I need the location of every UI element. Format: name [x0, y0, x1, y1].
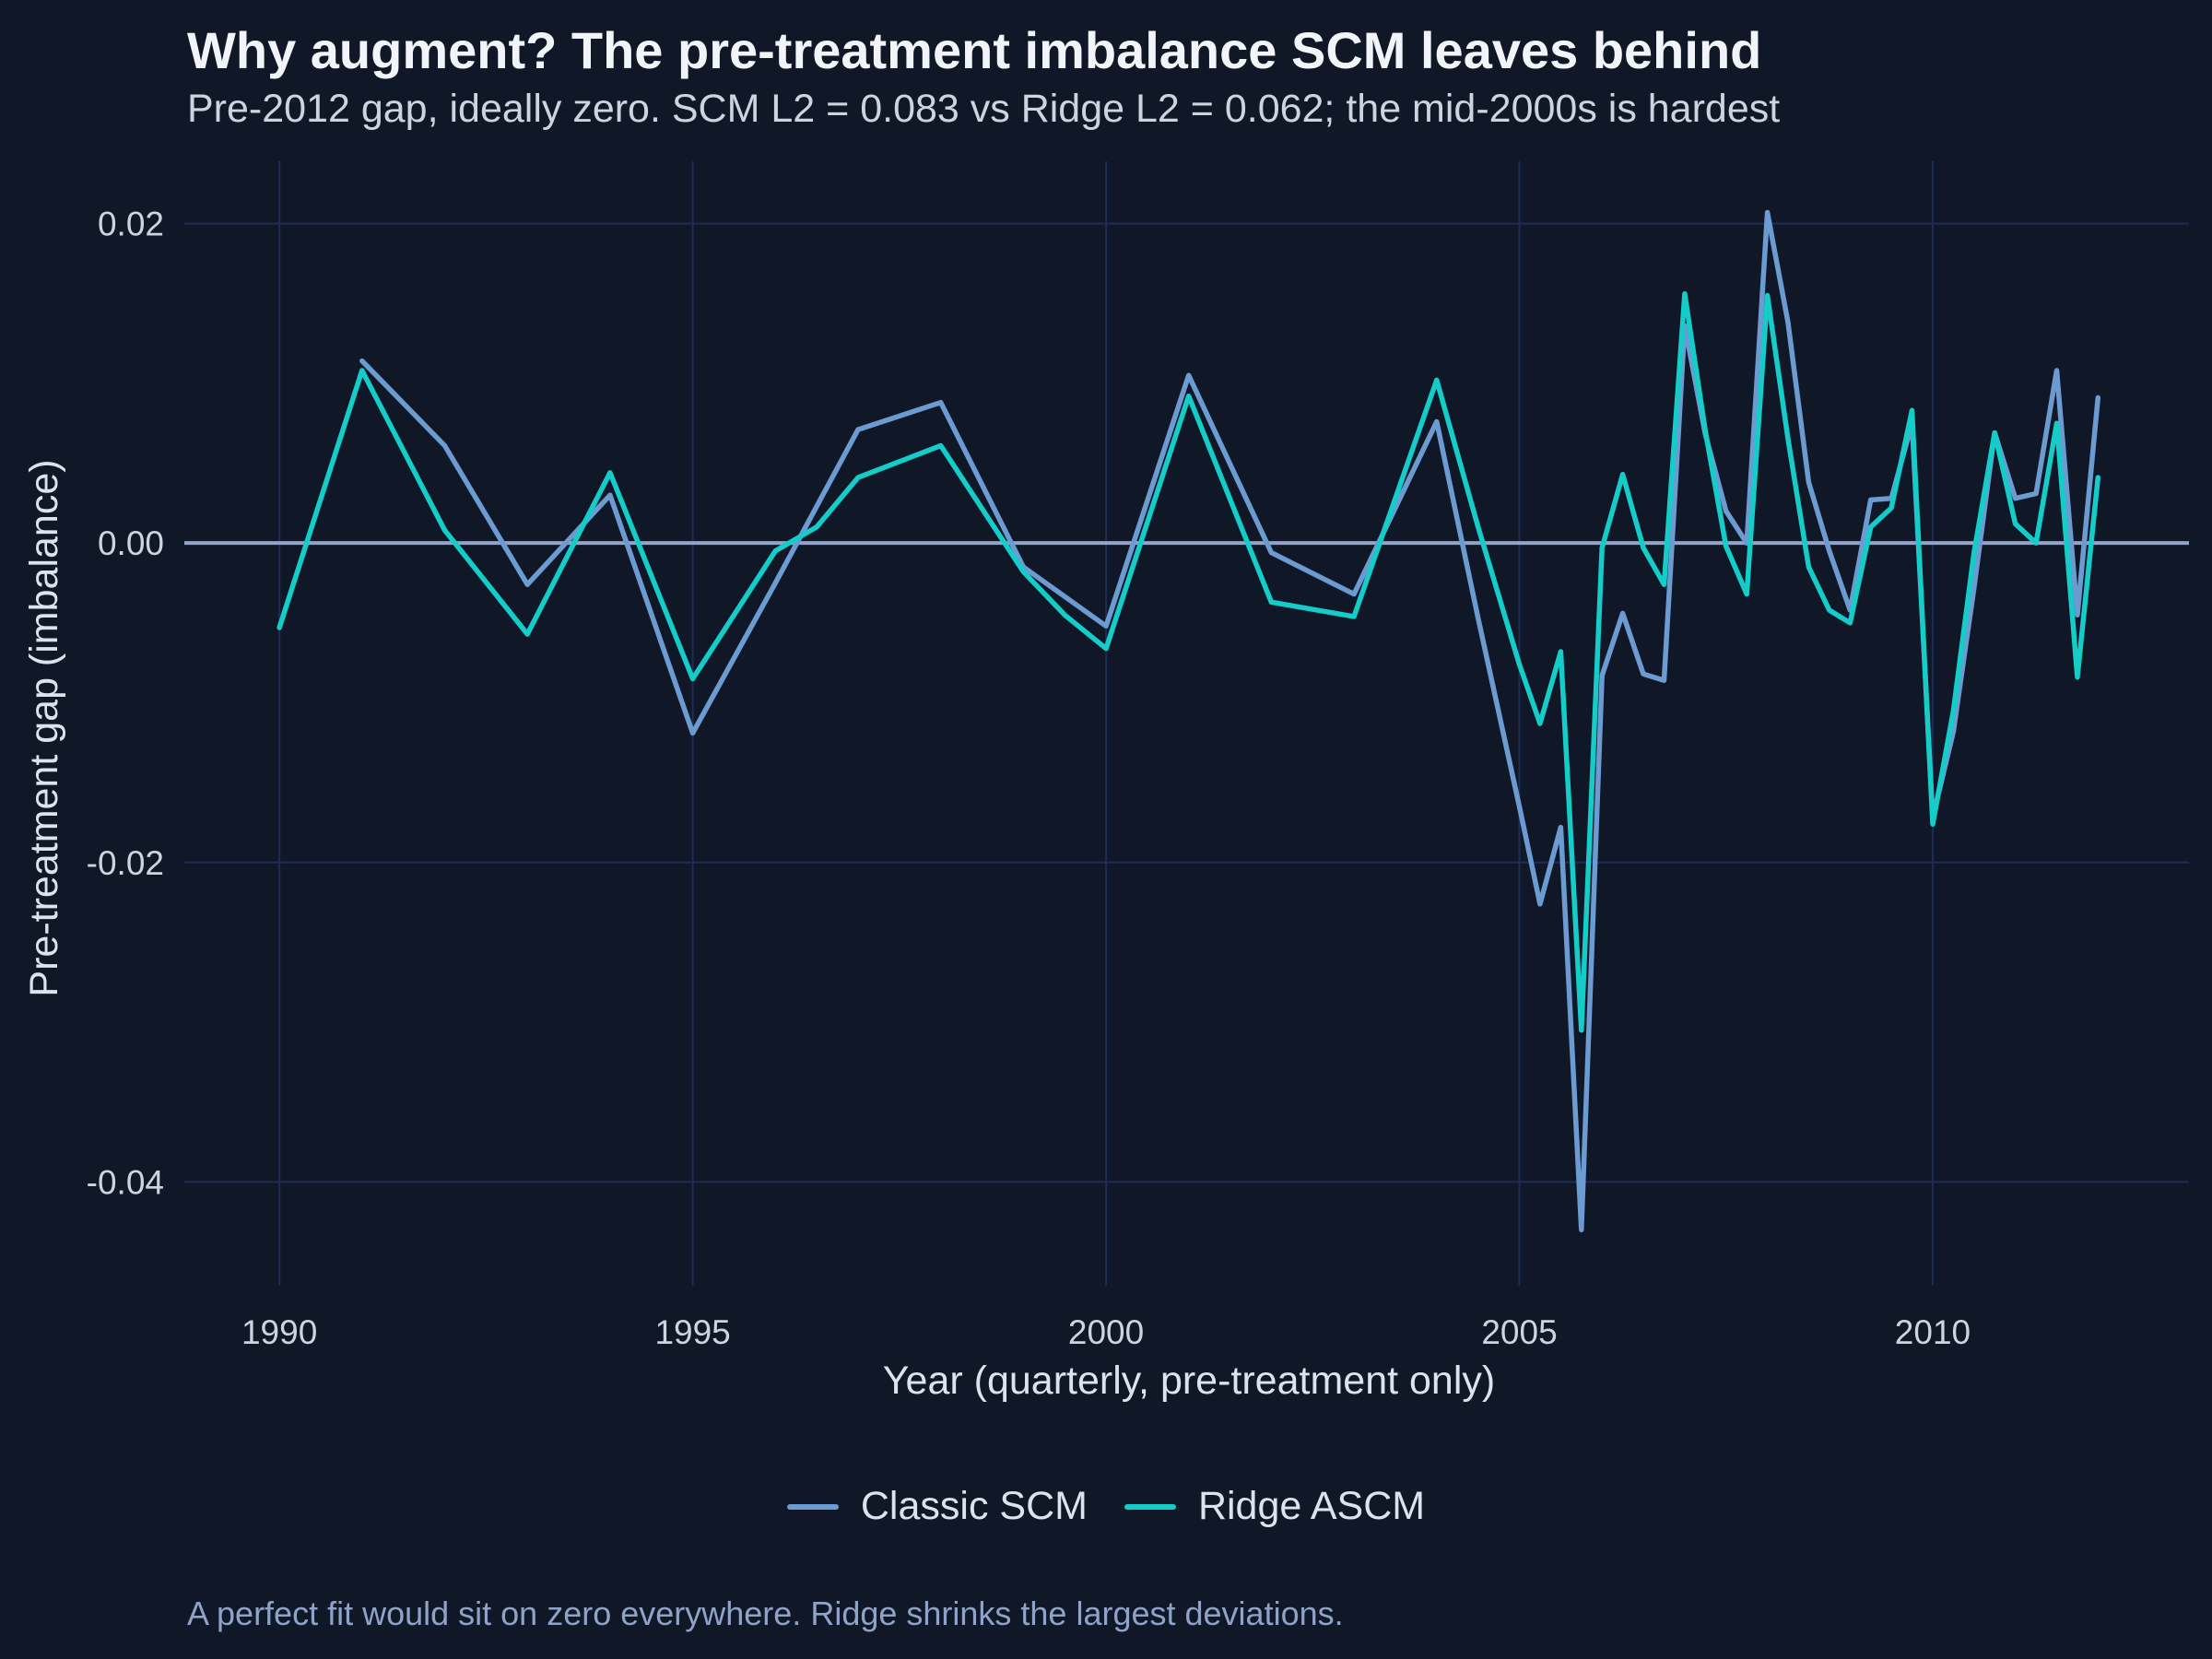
x-axis-tick-labels: 1990 1995 2000 2005 2010 [241, 1313, 1971, 1351]
legend-swatch-ridge-ascm [1124, 1503, 1176, 1510]
x-tick-label: 1990 [241, 1313, 317, 1351]
series-line-ridge-ascm [276, 291, 2101, 1033]
y-tick-label: 0.00 [98, 524, 164, 562]
vertical-gridlines [278, 161, 1934, 1286]
x-axis-title: Year (quarterly, pre-treatment only) [883, 1359, 1495, 1403]
chart-title: Why augment? The pre-treatment imbalance… [187, 21, 1762, 79]
y-tick-label: -0.02 [87, 844, 164, 882]
legend-label-ridge-ascm: Ridge ASCM [1197, 1484, 1426, 1528]
legend-item-ridge-ascm: Ridge ASCM [1124, 1484, 1425, 1529]
legend-swatch-classic-scm [786, 1503, 839, 1510]
x-tick-label: 2000 [1068, 1313, 1144, 1351]
y-tick-label: -0.04 [87, 1163, 164, 1201]
y-tick-label: 0.02 [98, 206, 164, 243]
chart-subtitle: Pre-2012 gap, ideally zero. SCM L2 = 0.0… [187, 87, 1781, 131]
series-lines [276, 209, 2101, 1233]
x-tick-label: 2010 [1895, 1313, 1971, 1351]
y-axis-tick-labels: 0.02 0.00 -0.02 -0.04 [87, 206, 164, 1202]
series-line-classic-scm [359, 209, 2101, 1233]
x-tick-label: 2005 [1481, 1313, 1557, 1351]
y-axis-title: Pre-treatment gap (imbalance) [22, 459, 66, 996]
x-tick-label: 1995 [654, 1313, 730, 1351]
legend-item-classic-scm: Classic SCM [786, 1484, 1088, 1529]
chart-caption: A perfect fit would sit on zero everywhe… [187, 1594, 1344, 1632]
horizontal-gridlines [184, 222, 2189, 1183]
legend-label-classic-scm: Classic SCM [860, 1484, 1088, 1528]
chart-legend: Classic SCM Ridge ASCM [0, 1484, 2212, 1529]
